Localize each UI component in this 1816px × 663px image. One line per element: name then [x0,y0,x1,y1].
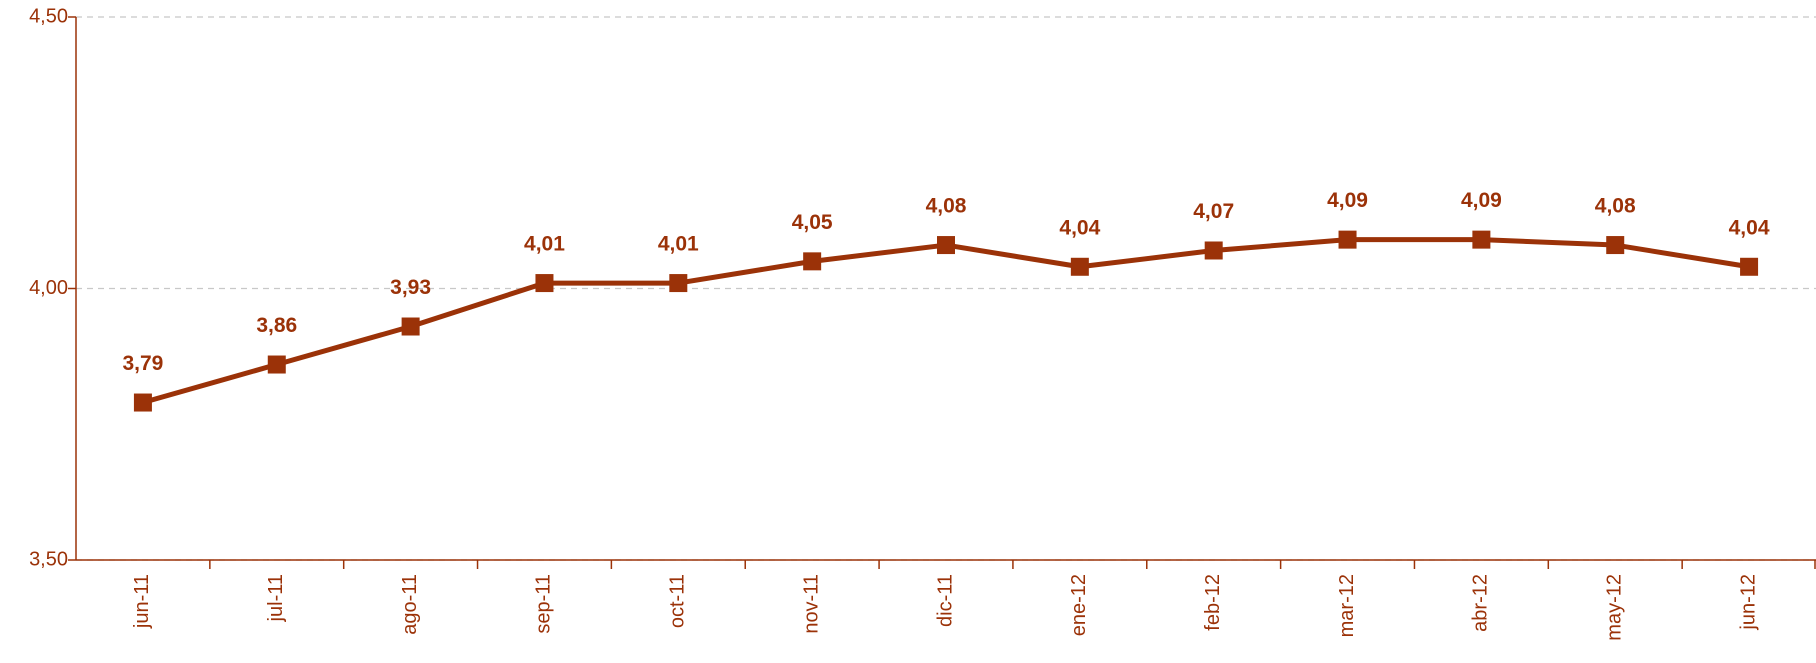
data-label: 4,04 [1059,216,1100,239]
x-tick-label: dic-11 [934,574,956,627]
data-marker [1472,230,1491,249]
data-marker [535,274,554,293]
data-label: 3,79 [122,352,163,375]
data-marker [267,355,286,374]
y-tick-label: 3,50 [29,548,68,570]
data-marker [1070,257,1089,276]
x-tick-label: may-12 [1604,574,1626,641]
y-tick-label: 4,00 [29,277,68,299]
data-marker [803,252,822,271]
data-marker [1338,230,1357,249]
x-tick-label: abr-12 [1470,574,1492,632]
data-label: 4,05 [792,211,833,234]
data-label: 4,08 [926,195,967,218]
x-tick-label: jun-11 [131,574,153,629]
data-line [142,237,1750,405]
x-tick-label: ene-12 [1068,574,1090,636]
data-marker [1204,241,1223,260]
x-tick-label: nov-11 [800,574,822,634]
x-tick-label: sep-11 [533,574,555,634]
data-marker [133,393,152,412]
data-marker [1740,257,1759,276]
x-tick-label: feb-12 [1202,574,1224,631]
x-tick-label: jun-12 [1737,574,1759,631]
data-label: 4,01 [524,233,565,256]
x-tick-label: mar-12 [1336,574,1358,637]
data-marker [1606,236,1625,255]
data-label: 3,86 [256,314,297,337]
data-marker [669,274,688,293]
x-tick-label: oct-11 [667,574,689,628]
data-marker [937,236,955,255]
data-marker [401,317,420,336]
data-label: 3,93 [390,276,431,299]
data-label: 4,04 [1729,216,1770,239]
x-tick-label: ago-11 [399,574,421,635]
data-label: 4,08 [1595,195,1636,218]
y-tick-label: 4,50 [29,5,68,27]
data-label: 4,01 [658,233,699,256]
x-tick-label: jul-11 [265,574,287,622]
data-label: 4,09 [1461,189,1502,212]
data-label: 4,07 [1193,200,1234,223]
data-label: 4,09 [1327,189,1368,212]
